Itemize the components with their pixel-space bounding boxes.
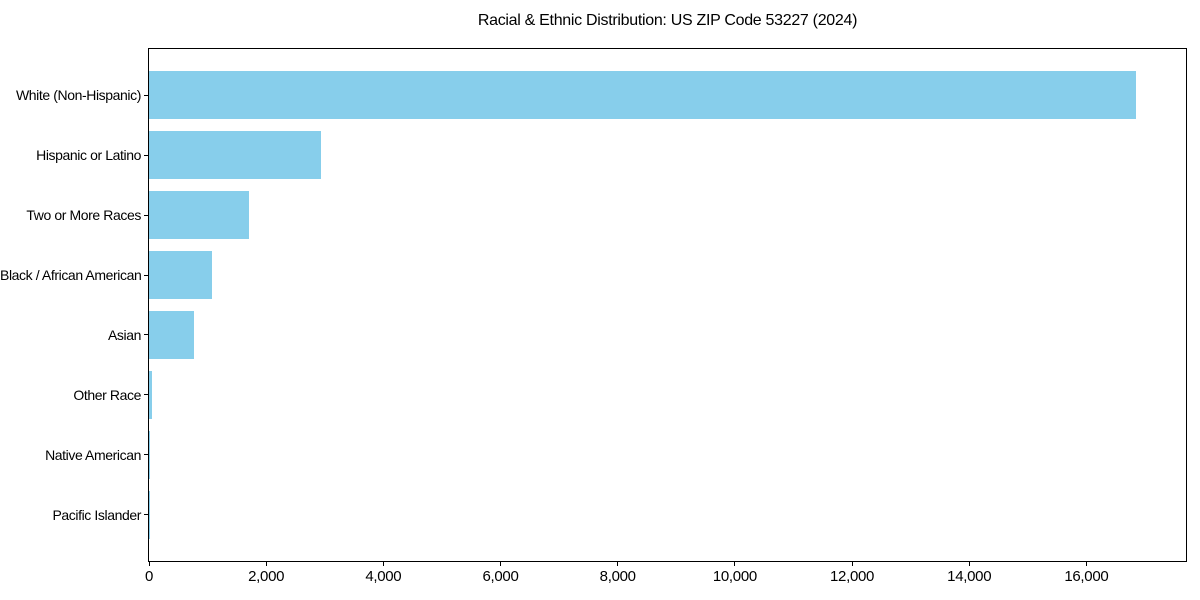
- x-tick-label: 0: [144, 568, 154, 585]
- x-tick-mark: [265, 562, 267, 566]
- y-tick-label: Asian: [107, 326, 141, 343]
- x-tick-mark: [734, 562, 736, 566]
- y-tick-label: Pacific Islander: [52, 506, 141, 523]
- y-tick-mark: [144, 214, 148, 216]
- x-tick-label: 14,000: [947, 568, 992, 585]
- bar: [149, 71, 1136, 120]
- y-tick-mark: [144, 394, 148, 396]
- x-tick-label: 4,000: [365, 568, 402, 585]
- x-tick-label: 2,000: [248, 568, 285, 585]
- x-tick-mark: [968, 562, 970, 566]
- y-tick-label: Hispanic or Latino: [36, 147, 141, 164]
- x-tick-label: 6,000: [482, 568, 519, 585]
- bar: [149, 430, 150, 479]
- x-tick-label: 8,000: [599, 568, 636, 585]
- y-tick-label: Other Race: [73, 386, 141, 403]
- x-tick-mark: [382, 562, 384, 566]
- x-tick-label: 16,000: [1064, 568, 1109, 585]
- y-tick-mark: [144, 94, 148, 96]
- bar: [149, 131, 321, 180]
- bar: [149, 310, 194, 359]
- x-tick-label: 12,000: [830, 568, 875, 585]
- plot-area: [148, 48, 1187, 562]
- y-tick-mark: [144, 334, 148, 336]
- x-tick-mark: [617, 562, 619, 566]
- y-tick-label: Native American: [45, 446, 141, 463]
- x-tick-mark: [851, 562, 853, 566]
- chart-title: Racial & Ethnic Distribution: US ZIP Cod…: [477, 12, 858, 29]
- y-tick-mark: [144, 154, 148, 156]
- y-tick-label: Two or More Races: [26, 207, 141, 224]
- x-tick-mark: [1085, 562, 1087, 566]
- x-tick-label: 10,000: [712, 568, 757, 585]
- bar: [149, 370, 153, 419]
- y-tick-mark: [144, 454, 148, 456]
- y-tick-mark: [144, 274, 148, 276]
- bar: [149, 251, 213, 299]
- y-tick-label: White (Non-Hispanic): [15, 87, 141, 104]
- x-tick-mark: [148, 562, 150, 566]
- bar: [149, 191, 249, 240]
- y-tick-label: Black / African American: [0, 267, 142, 284]
- y-tick-mark: [144, 514, 148, 516]
- x-tick-mark: [500, 562, 502, 566]
